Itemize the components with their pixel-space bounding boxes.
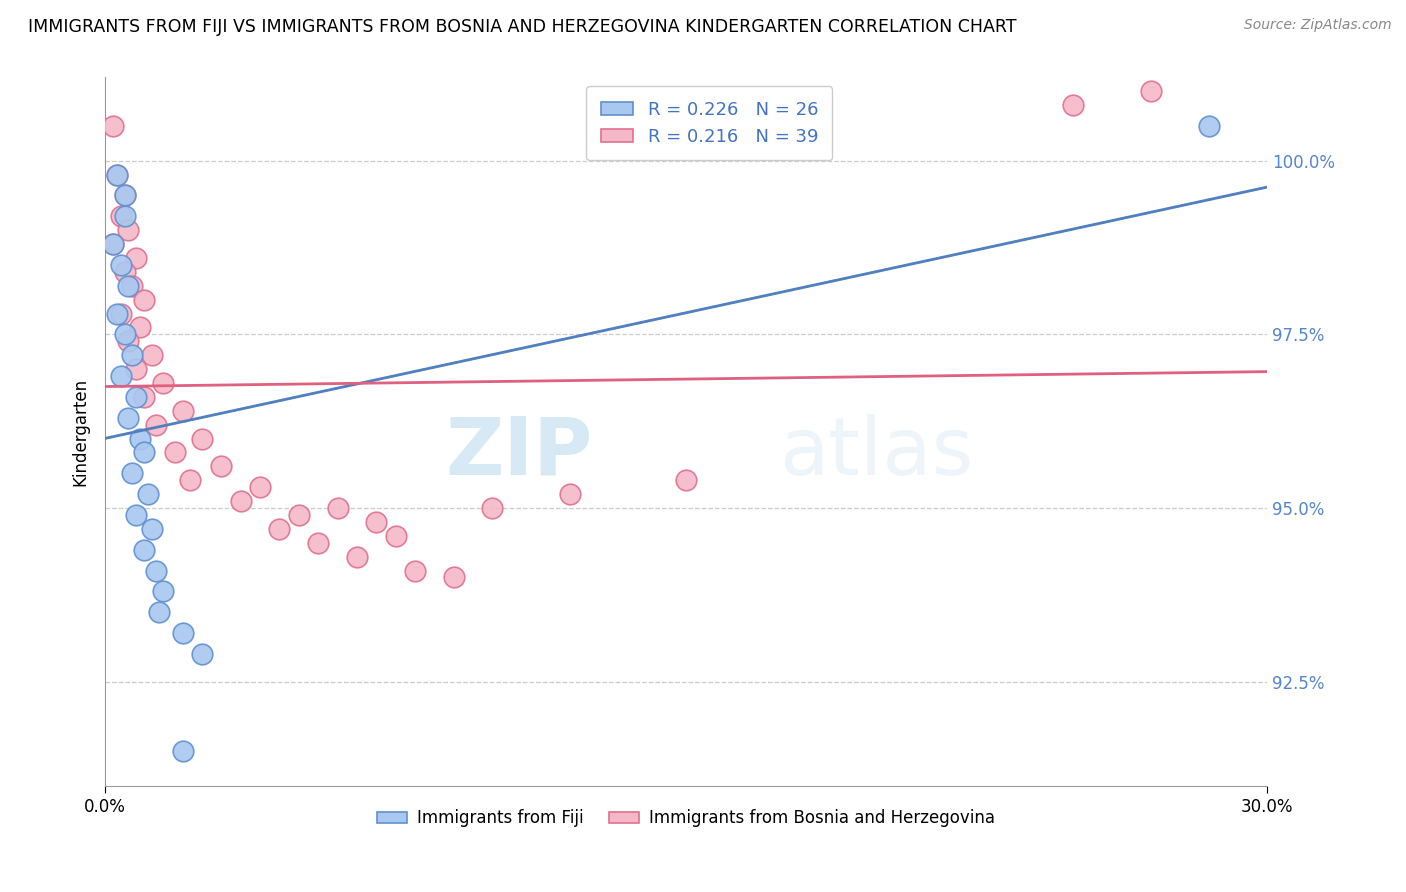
Point [114,188,136,202]
Point [141,348,163,362]
Point [101,237,124,252]
Point [125,251,148,265]
Point [288,508,311,522]
Point [145,564,167,578]
Point [114,188,136,202]
Point [191,432,214,446]
Point [152,376,174,390]
Text: IMMIGRANTS FROM FIJI VS IMMIGRANTS FROM BOSNIA AND HERZEGOVINA KINDERGARTEN CORR: IMMIGRANTS FROM FIJI VS IMMIGRANTS FROM … [28,18,1017,36]
Point [404,564,426,578]
Point [229,494,252,508]
Point [269,522,291,536]
Point [105,168,128,182]
Point [443,570,465,584]
Point [384,529,406,543]
Point [110,258,132,272]
Point [136,487,159,501]
Point [117,334,139,349]
Point [163,445,186,459]
Point [132,542,155,557]
Point [101,237,124,252]
Point [191,647,214,661]
Point [132,390,155,404]
Point [1198,119,1220,133]
Point [117,410,139,425]
Point [132,445,155,459]
Point [114,265,136,279]
Text: ZIP: ZIP [446,414,593,491]
Point [209,459,232,474]
Point [172,744,194,758]
Point [117,278,139,293]
Point [558,487,581,501]
Point [101,119,124,133]
Legend: Immigrants from Fiji, Immigrants from Bosnia and Herzegovina: Immigrants from Fiji, Immigrants from Bo… [371,803,1001,834]
Point [172,404,194,418]
Point [148,605,170,619]
Point [114,210,136,224]
Point [346,549,368,564]
Point [125,390,148,404]
Point [307,535,329,549]
Point [125,508,148,522]
Point [249,480,271,494]
Point [121,467,143,481]
Point [110,210,132,224]
Point [141,522,163,536]
Point [121,278,143,293]
Point [1062,98,1084,112]
Point [132,293,155,307]
Point [675,473,697,487]
Point [110,369,132,384]
Point [145,417,167,432]
Text: atlas: atlas [779,414,973,491]
Point [326,501,349,516]
Point [105,168,128,182]
Point [129,432,152,446]
Text: Source: ZipAtlas.com: Source: ZipAtlas.com [1244,18,1392,32]
Point [1139,84,1161,98]
Point [366,515,388,529]
Point [121,348,143,362]
Point [179,473,201,487]
Point [481,501,503,516]
Point [152,584,174,599]
Point [125,362,148,376]
Point [114,327,136,342]
Point [172,626,194,640]
Y-axis label: Kindergarten: Kindergarten [72,377,89,485]
Point [129,320,152,334]
Point [105,307,128,321]
Point [110,307,132,321]
Point [117,223,139,237]
